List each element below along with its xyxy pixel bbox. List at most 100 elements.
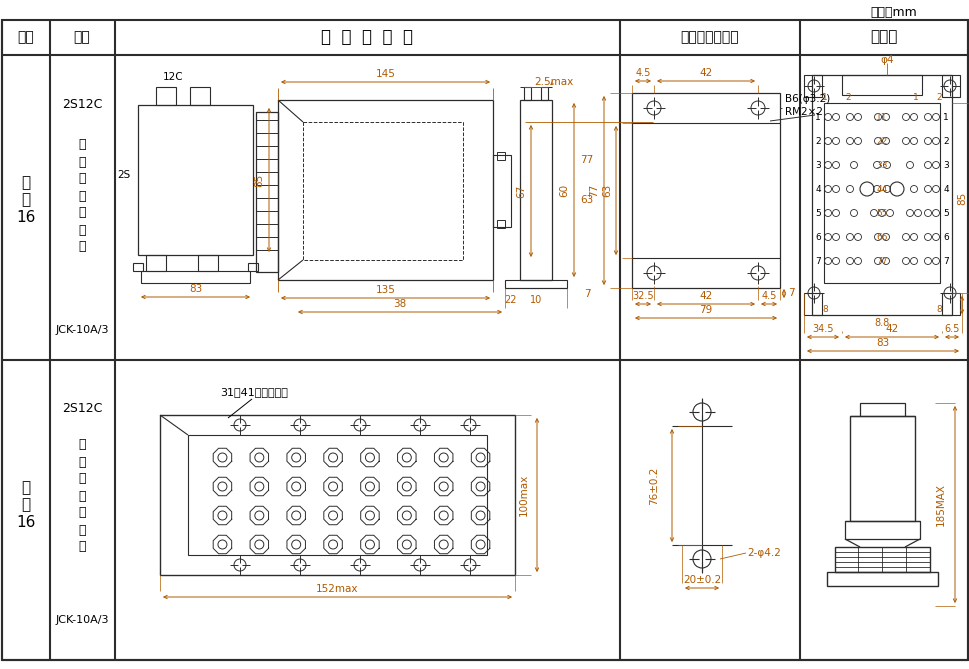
Text: 10: 10: [529, 295, 542, 305]
Text: 34.5: 34.5: [811, 324, 833, 334]
Text: 42: 42: [699, 68, 712, 78]
Text: JCK-10A/3: JCK-10A/3: [55, 615, 109, 625]
Text: 63: 63: [579, 195, 593, 205]
Text: 85: 85: [956, 191, 966, 205]
Bar: [827, 572, 937, 586]
Text: 7: 7: [583, 289, 590, 299]
Bar: [841, 75, 922, 95]
Text: 7: 7: [787, 288, 794, 298]
Bar: [823, 103, 939, 283]
Text: 11: 11: [875, 112, 887, 122]
Bar: [541, 87, 547, 100]
Bar: [941, 75, 959, 97]
Text: 7: 7: [942, 256, 948, 266]
Bar: [844, 521, 919, 539]
Text: 安装开孔尺寸图: 安装开孔尺寸图: [680, 30, 738, 44]
Text: 5: 5: [814, 209, 820, 217]
Text: 38: 38: [393, 299, 406, 309]
Text: 77: 77: [588, 184, 599, 197]
Text: 出: 出: [78, 155, 85, 169]
Bar: [811, 75, 951, 315]
Text: 3: 3: [814, 161, 820, 169]
Text: 接: 接: [78, 223, 85, 237]
Text: 后: 后: [78, 207, 85, 219]
Text: 2S: 2S: [117, 170, 131, 180]
Text: 66: 66: [875, 233, 887, 242]
Bar: [803, 293, 821, 315]
Text: 22: 22: [504, 295, 516, 305]
Bar: [941, 293, 959, 315]
Text: 5: 5: [942, 209, 948, 217]
Bar: [496, 152, 505, 160]
Text: 42: 42: [699, 291, 712, 301]
Text: 32.5: 32.5: [632, 291, 653, 301]
Text: 4: 4: [942, 185, 948, 193]
Text: 6: 6: [942, 233, 948, 242]
Bar: [834, 547, 929, 572]
Bar: [138, 105, 253, 255]
Text: 3: 3: [942, 161, 948, 169]
Text: 2S12C: 2S12C: [62, 98, 102, 112]
Text: 67: 67: [516, 185, 525, 197]
Bar: [156, 87, 175, 105]
Text: 1: 1: [814, 112, 820, 122]
Text: 145: 145: [375, 69, 395, 79]
Text: 外  形  尺  寸  图: 外 形 尺 寸 图: [321, 28, 413, 46]
Bar: [198, 255, 218, 271]
Text: 60: 60: [558, 183, 569, 197]
Text: 77: 77: [875, 256, 887, 266]
Bar: [505, 280, 567, 288]
Bar: [302, 122, 462, 260]
Text: 4: 4: [814, 185, 820, 193]
Text: JCK-10A/3: JCK-10A/3: [55, 325, 109, 335]
Bar: [190, 87, 209, 105]
Text: 附
图
16: 附 图 16: [16, 480, 36, 530]
Text: 2: 2: [942, 136, 948, 145]
Text: 79: 79: [699, 305, 712, 315]
Text: 出: 出: [78, 456, 85, 468]
Text: 44: 44: [875, 185, 887, 193]
Bar: [803, 75, 821, 97]
Text: 2: 2: [844, 92, 850, 102]
Text: 55: 55: [875, 209, 887, 217]
Text: 线: 线: [78, 240, 85, 254]
Text: 2: 2: [935, 92, 941, 102]
Text: 83: 83: [189, 284, 202, 294]
Text: 42: 42: [885, 324, 897, 334]
Text: RM2×2: RM2×2: [784, 107, 822, 117]
Bar: [188, 435, 486, 555]
Bar: [519, 100, 551, 280]
Text: 7: 7: [814, 256, 820, 266]
Text: 板: 板: [78, 490, 85, 502]
Text: 100max: 100max: [518, 474, 528, 516]
Text: 1: 1: [822, 92, 827, 102]
Text: 凸: 凸: [78, 138, 85, 151]
Text: φ4: φ4: [879, 55, 892, 65]
Bar: [849, 416, 914, 521]
Text: 2S12C: 2S12C: [62, 401, 102, 415]
Text: 附
图
16: 附 图 16: [16, 175, 36, 225]
Text: 式: 式: [78, 472, 85, 486]
Text: 83: 83: [875, 338, 889, 348]
Bar: [492, 155, 511, 227]
Text: 8: 8: [822, 304, 827, 314]
Text: 152max: 152max: [316, 584, 359, 594]
Text: 2: 2: [814, 136, 820, 145]
Bar: [160, 415, 515, 575]
Text: 12C: 12C: [163, 72, 183, 82]
Text: 单位：mm: 单位：mm: [869, 5, 916, 19]
Text: 端子图: 端子图: [869, 29, 896, 45]
Bar: [632, 93, 779, 288]
Text: 76±0.2: 76±0.2: [648, 466, 658, 504]
Text: 1: 1: [912, 92, 918, 102]
Text: 4.5: 4.5: [761, 291, 776, 301]
Text: 33: 33: [875, 161, 887, 169]
Bar: [496, 220, 505, 228]
Text: 6.5: 6.5: [944, 324, 958, 334]
Text: 4.5: 4.5: [635, 68, 650, 78]
Text: 凸: 凸: [78, 438, 85, 452]
Text: B6(φ3.2): B6(φ3.2): [784, 94, 829, 104]
Text: 线: 线: [78, 541, 85, 553]
Text: 22: 22: [875, 136, 887, 145]
Text: 6: 6: [814, 233, 820, 242]
